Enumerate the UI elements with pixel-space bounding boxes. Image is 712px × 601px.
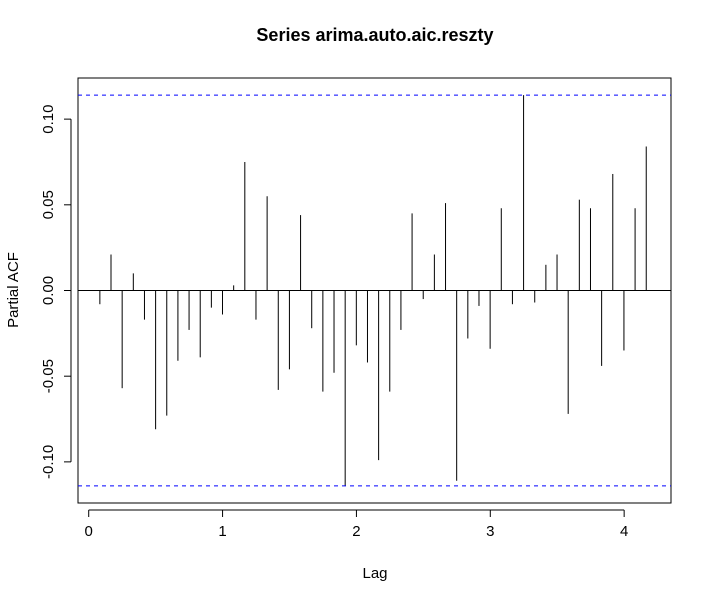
chart-title: Series arima.auto.aic.reszty [256, 25, 493, 45]
y-tick-label: 0.10 [40, 105, 57, 134]
y-tick-label: -0.10 [40, 445, 57, 479]
x-tick-label: 0 [85, 523, 93, 540]
x-tick-label: 3 [486, 523, 494, 540]
y-tick-label: 0.00 [40, 276, 57, 305]
y-tick-label: 0.05 [40, 190, 57, 219]
x-axis-label: Lag [362, 565, 387, 582]
x-tick-label: 1 [218, 523, 226, 540]
y-axis-label: Partial ACF [5, 252, 22, 328]
x-tick-label: 4 [620, 523, 628, 540]
y-tick-label: -0.05 [40, 359, 57, 393]
x-tick-label: 2 [352, 523, 360, 540]
